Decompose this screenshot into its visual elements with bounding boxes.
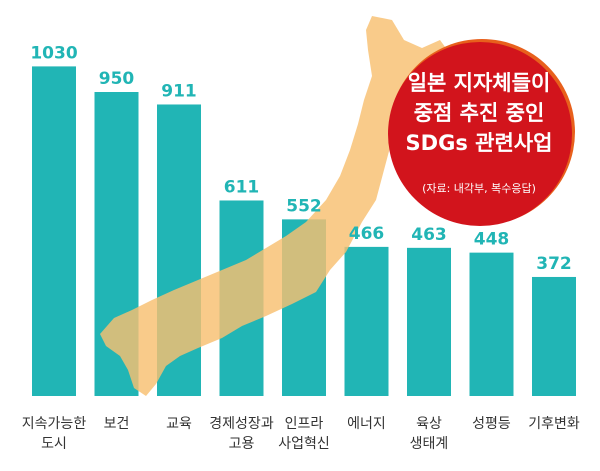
value-label-group: 1030 950 911 611 552 466 463 448 372: [30, 43, 571, 274]
bar: [344, 246, 389, 396]
value-label: 911: [161, 81, 197, 101]
bar: [407, 247, 451, 396]
value-label: 552: [286, 196, 322, 216]
category-label: 기후변화: [528, 416, 580, 432]
title-badge: [388, 42, 572, 226]
value-label: 372: [536, 254, 572, 274]
bar: [32, 66, 76, 397]
badge-source: (자료: 내각부, 복수응답): [422, 182, 536, 195]
category-label: 교육: [166, 416, 192, 432]
category-label: 생태계: [410, 436, 449, 452]
category-label: 성평등: [472, 416, 511, 432]
value-label: 611: [224, 177, 260, 197]
bar: [469, 252, 514, 396]
category-label: 경제성장과: [209, 416, 274, 432]
value-label: 466: [349, 224, 385, 244]
value-label: 950: [99, 69, 135, 89]
category-label: 사업혁신: [278, 436, 330, 452]
value-label: 448: [474, 230, 510, 250]
category-label: 도시: [41, 436, 67, 452]
category-label: 고용: [229, 436, 255, 452]
category-label: 에너지: [347, 416, 386, 432]
badge-title-line: 일본 지자체들이: [407, 71, 551, 95]
badge-title-line: 중점 추진 중인: [413, 101, 545, 125]
value-label: 463: [411, 225, 447, 245]
japan-map-silhouette: [100, 16, 456, 396]
bar-group: [32, 66, 576, 397]
badge-title-line: SDGs 관련사업: [405, 131, 553, 155]
category-label: 보건: [104, 416, 130, 432]
bar: [532, 276, 576, 396]
category-label: 육상: [416, 416, 442, 432]
category-label: 지속가능한: [22, 416, 87, 432]
category-label: 인프라: [285, 416, 324, 432]
value-label: 1030: [30, 43, 77, 63]
badge-title: 일본 지자체들이 중점 추진 중인 SDGs 관련사업: [384, 68, 574, 158]
